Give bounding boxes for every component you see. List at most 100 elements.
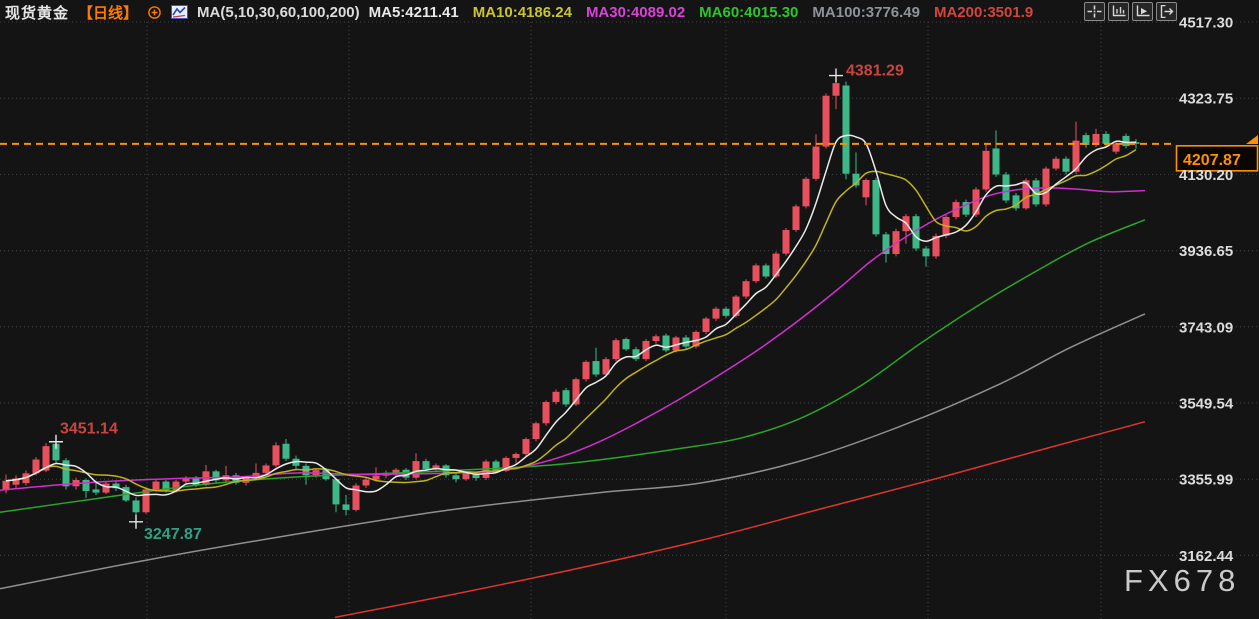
crosshair-icon[interactable] [1084,2,1105,21]
candle[interactable] [412,461,420,478]
candle[interactable] [1022,180,1030,209]
candle[interactable] [192,477,200,486]
candle[interactable] [1132,142,1140,144]
candle[interactable] [672,337,680,351]
exit-fullscreen-icon[interactable] [1156,2,1177,21]
candle[interactable] [52,443,60,461]
candle[interactable] [342,504,350,510]
candle[interactable] [1032,180,1040,205]
candle[interactable] [632,349,640,360]
candle[interactable] [572,379,580,405]
price-scale-icon[interactable] [1108,2,1129,21]
candle[interactable] [1012,195,1020,209]
auto-scale-icon[interactable] [1132,2,1153,21]
candle[interactable] [62,460,70,487]
candle[interactable] [532,423,540,440]
candle[interactable] [2,480,10,491]
candle[interactable] [12,478,20,485]
candles-layer[interactable] [2,75,1140,522]
candle[interactable] [212,471,220,481]
candle[interactable] [172,481,180,491]
candle[interactable] [522,439,530,455]
candle[interactable] [542,402,550,424]
candle[interactable] [282,443,290,459]
candle[interactable] [102,483,110,493]
candle[interactable] [552,391,560,403]
candle[interactable] [132,500,140,513]
candle[interactable] [662,335,670,351]
candle[interactable] [432,465,440,469]
candle[interactable] [622,339,630,350]
candle[interactable] [842,85,850,174]
candle[interactable] [262,465,270,473]
candle[interactable] [742,281,750,297]
candle[interactable] [832,83,840,96]
candle[interactable] [1112,143,1120,152]
candle[interactable] [162,481,170,491]
candle[interactable] [752,265,760,282]
candle[interactable] [922,248,930,257]
candle[interactable] [1072,140,1080,172]
candle[interactable] [762,265,770,277]
candle[interactable] [872,179,880,235]
candle[interactable] [822,95,830,147]
candle[interactable] [1002,174,1010,201]
candle[interactable] [962,202,970,215]
candle[interactable] [792,206,800,230]
candle[interactable] [712,308,720,319]
candle[interactable] [472,473,480,479]
candle[interactable] [352,485,360,510]
candle[interactable] [492,461,500,471]
candle[interactable] [332,479,340,505]
candle[interactable] [582,361,590,380]
candle[interactable] [92,489,100,493]
candle[interactable] [452,475,460,480]
candle[interactable] [362,479,370,486]
indicator-chart-icon[interactable] [171,5,189,19]
candle[interactable] [882,234,890,255]
candle[interactable] [512,454,520,458]
candle[interactable] [462,473,470,480]
candle[interactable] [852,173,860,186]
candle[interactable] [392,469,400,473]
candle[interactable] [1092,133,1100,145]
candle[interactable] [322,470,330,480]
candle[interactable] [422,461,430,469]
candle[interactable] [812,146,820,179]
candle[interactable] [1062,158,1070,172]
candle[interactable] [732,296,740,316]
candle[interactable] [502,457,510,471]
candle[interactable] [992,148,1000,175]
candle[interactable] [112,483,120,489]
candle[interactable] [602,359,610,375]
candle[interactable] [652,336,660,342]
candle[interactable] [782,229,790,254]
timeframe-label[interactable]: 【日线】 [78,4,139,22]
candle[interactable] [1122,135,1130,147]
candle[interactable] [32,459,40,474]
candle[interactable] [562,390,570,405]
add-symbol-icon[interactable] [147,5,162,20]
candle[interactable] [982,150,990,190]
candle[interactable] [912,216,920,249]
candle[interactable] [42,446,50,471]
candle[interactable] [372,475,380,480]
candle[interactable] [592,361,600,375]
candle[interactable] [932,235,940,257]
candle[interactable] [722,308,730,316]
candle[interactable] [692,331,700,347]
candle[interactable] [772,253,780,277]
candle[interactable] [482,461,490,479]
candle[interactable] [1082,135,1090,145]
candle[interactable] [142,489,150,513]
candle[interactable] [612,340,620,360]
candle[interactable] [1052,158,1060,169]
candle[interactable] [152,481,160,490]
candle[interactable] [802,178,810,207]
candle[interactable] [702,318,710,332]
candle[interactable] [862,179,870,198]
candle[interactable] [1042,168,1050,205]
candle[interactable] [82,479,90,492]
candle[interactable] [1102,133,1110,144]
